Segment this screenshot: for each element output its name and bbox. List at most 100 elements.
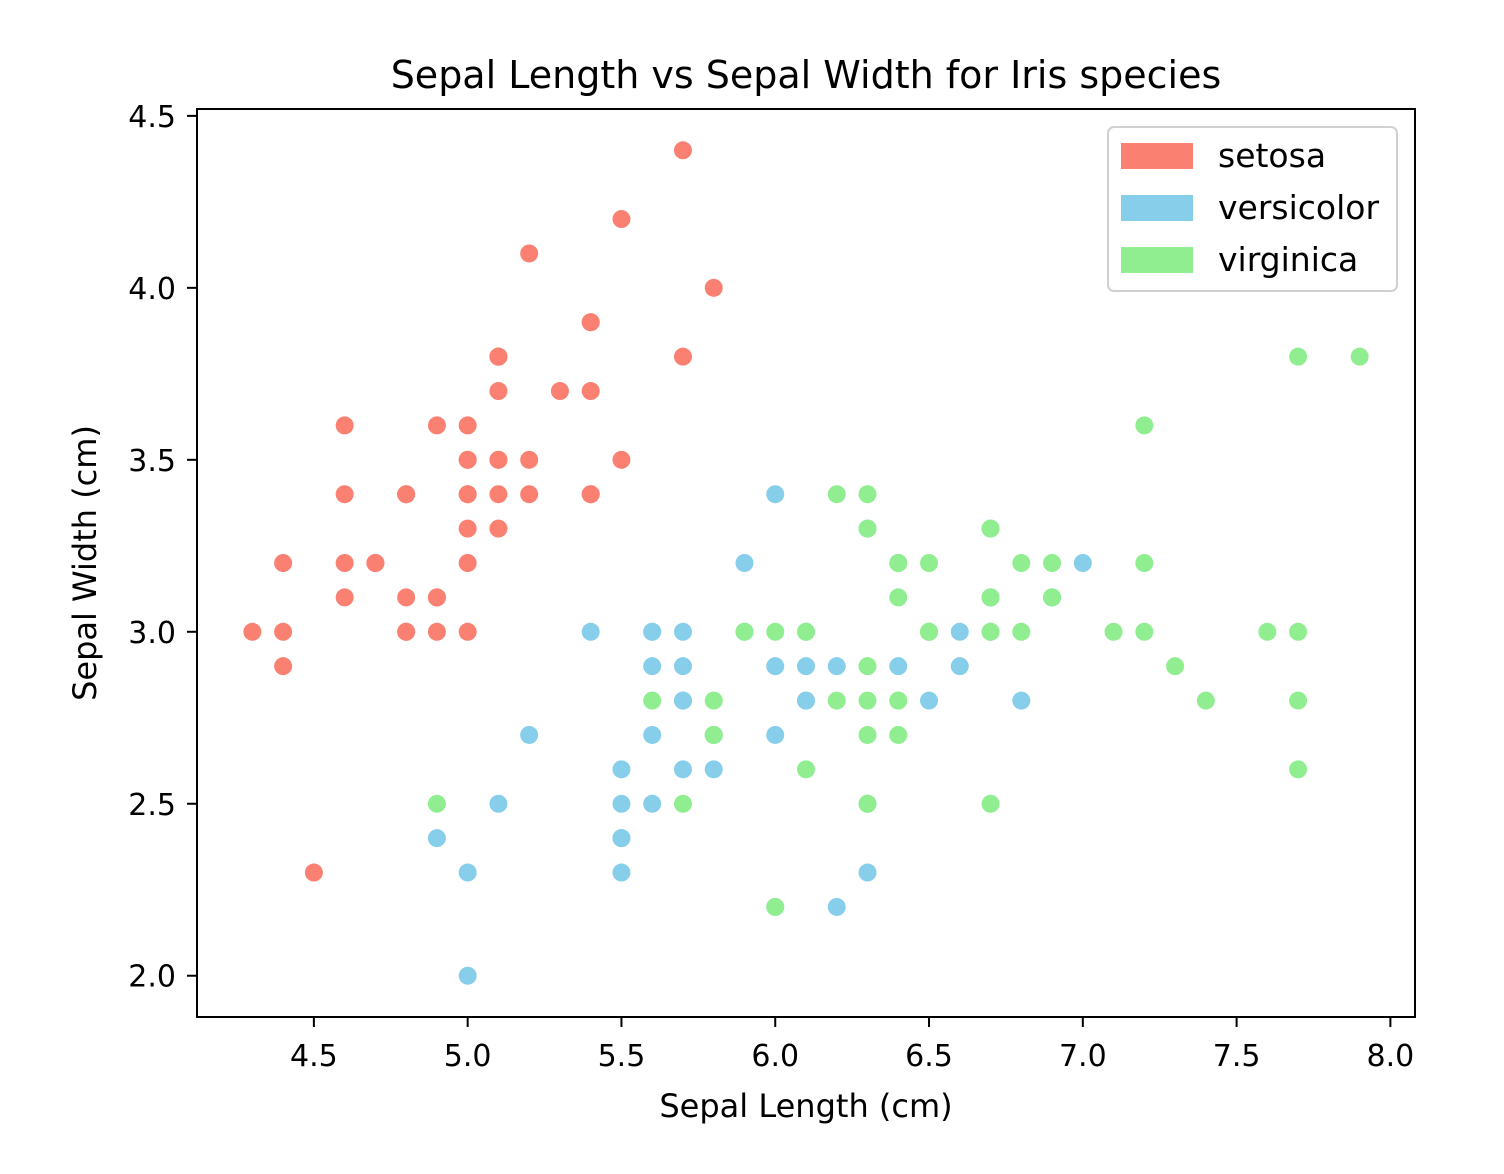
point-virginica-30 <box>1196 691 1215 710</box>
point-virginica-15 <box>889 554 908 572</box>
point-setosa-33 <box>612 210 631 229</box>
point-virginica-20 <box>1043 554 1062 572</box>
point-virginica-42 <box>704 725 723 744</box>
point-setosa-48 <box>550 382 569 401</box>
point-versicolor-31 <box>612 829 631 848</box>
point-virginica-41 <box>1043 588 1062 607</box>
point-versicolor-29 <box>673 760 692 779</box>
legend-label-virginica: virginica <box>1218 240 1358 279</box>
point-virginica-17 <box>1289 347 1308 366</box>
point-virginica-27 <box>797 622 815 641</box>
legend-swatch-versicolor <box>1121 195 1193 221</box>
point-setosa-4 <box>458 416 477 435</box>
point-setosa-41 <box>304 863 323 882</box>
legend-swatch-setosa <box>1121 143 1193 169</box>
point-setosa-27 <box>520 450 539 469</box>
y-tick-label: 4.5 <box>128 100 176 135</box>
point-versicolor-48 <box>489 794 508 813</box>
point-setosa-35 <box>458 554 477 572</box>
point-versicolor-8 <box>950 657 969 676</box>
point-virginica-36 <box>858 485 877 504</box>
point-versicolor-24 <box>889 657 908 676</box>
y-tick-label: 2.0 <box>128 960 176 995</box>
point-virginica-49 <box>735 622 754 641</box>
point-versicolor-14 <box>643 657 662 676</box>
point-setosa-37 <box>427 416 446 435</box>
point-versicolor-38 <box>643 622 662 641</box>
y-axis-title: Sepal Width (cm) <box>66 425 104 701</box>
points-layer <box>243 141 1369 985</box>
y-axis: 2.0 2.5 3.0 3.5 4.0 4.5 <box>128 100 197 995</box>
point-versicolor-33 <box>766 725 785 744</box>
x-tick-label: 7.5 <box>1213 1039 1261 1074</box>
point-setosa-39 <box>489 485 508 504</box>
point-setosa-42 <box>274 554 293 572</box>
x-tick-label: 6.0 <box>751 1039 799 1074</box>
point-setosa-23 <box>489 519 508 538</box>
point-virginica-29 <box>1135 622 1154 641</box>
point-virginica-9 <box>1135 416 1154 435</box>
point-virginica-35 <box>1289 622 1308 641</box>
point-versicolor-25 <box>950 622 969 641</box>
point-setosa-21 <box>489 382 508 401</box>
point-virginica-21 <box>643 691 662 710</box>
point-versicolor-49 <box>673 691 692 710</box>
x-tick-label: 6.5 <box>905 1039 953 1074</box>
point-virginica-48 <box>827 485 846 504</box>
point-versicolor-4 <box>920 691 939 710</box>
legend-label-setosa: setosa <box>1218 136 1326 175</box>
point-virginica-45 <box>981 622 1000 641</box>
x-tick-label: 7.0 <box>1059 1039 1107 1074</box>
point-virginica-22 <box>1289 691 1308 710</box>
point-setosa-18 <box>673 347 692 366</box>
point-setosa-25 <box>458 622 477 641</box>
point-versicolor-28 <box>766 657 785 676</box>
point-versicolor-34 <box>581 622 600 641</box>
point-versicolor-20 <box>735 554 754 572</box>
point-versicolor-39 <box>612 794 631 813</box>
point-virginica-12 <box>1012 622 1031 641</box>
point-virginica-19 <box>766 897 785 916</box>
point-versicolor-44 <box>643 725 662 744</box>
x-tick-label: 5.5 <box>598 1039 646 1074</box>
point-versicolor-35 <box>766 485 785 504</box>
chart-title: Sepal Length vs Sepal Width for Iris spe… <box>391 53 1222 97</box>
legend-items: setosa versicolor virginica <box>1121 136 1379 279</box>
point-virginica-3 <box>858 657 877 676</box>
point-versicolor-23 <box>797 691 815 710</box>
point-virginica-40 <box>981 588 1000 607</box>
point-setosa-24 <box>397 485 416 504</box>
point-setosa-10 <box>581 382 600 401</box>
point-virginica-44 <box>981 519 1000 538</box>
point-versicolor-26 <box>1012 691 1031 710</box>
point-setosa-43 <box>458 450 477 469</box>
point-setosa-30 <box>397 588 416 607</box>
point-versicolor-3 <box>612 863 631 882</box>
point-versicolor-19 <box>643 794 662 813</box>
point-versicolor-46 <box>673 657 692 676</box>
point-setosa-16 <box>581 313 600 332</box>
x-axis: 4.5 5.0 5.5 6.0 6.5 7.0 7.5 8.0 <box>290 1017 1414 1074</box>
x-tick-label: 8.0 <box>1367 1039 1415 1074</box>
point-virginica-10 <box>920 554 939 572</box>
point-virginica-6 <box>427 794 446 813</box>
point-setosa-49 <box>458 519 477 538</box>
point-setosa-29 <box>366 554 385 572</box>
point-versicolor-47 <box>827 657 846 676</box>
point-virginica-8 <box>981 794 1000 813</box>
y-tick-label: 4.0 <box>128 272 176 307</box>
point-setosa-17 <box>489 450 508 469</box>
legend: setosa versicolor virginica <box>1107 126 1398 292</box>
point-virginica-11 <box>889 725 908 744</box>
point-setosa-22 <box>335 416 354 435</box>
point-virginica-34 <box>797 760 815 779</box>
legend-swatch-virginica <box>1121 247 1193 273</box>
point-setosa-14 <box>704 278 723 297</box>
point-setosa-6 <box>335 485 354 504</box>
point-virginica-2 <box>1104 622 1123 641</box>
point-versicolor-42 <box>704 760 723 779</box>
point-virginica-23 <box>858 725 877 744</box>
y-tick-label: 3.0 <box>128 616 176 651</box>
point-virginica-26 <box>827 691 846 710</box>
